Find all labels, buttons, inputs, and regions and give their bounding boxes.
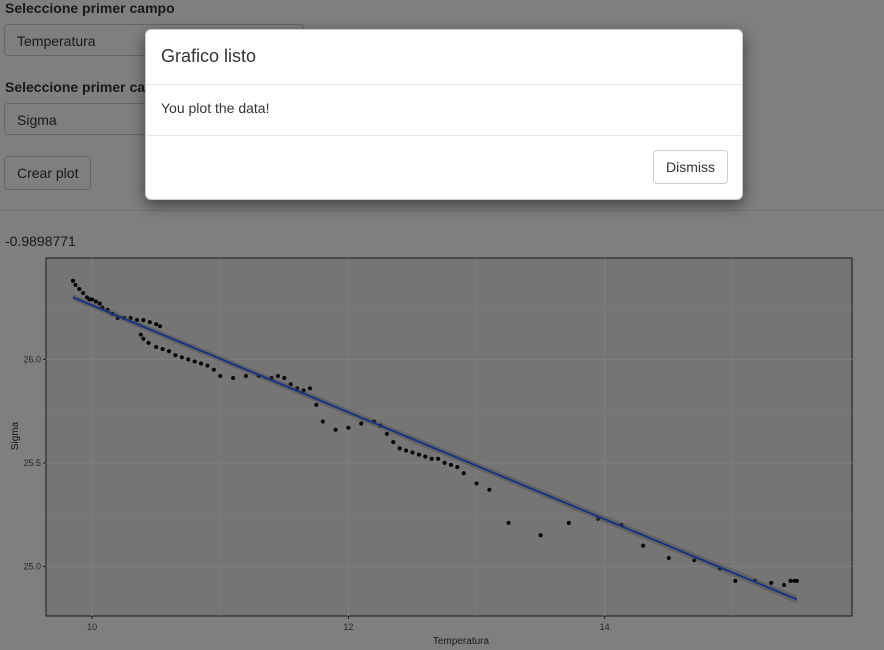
modal-header: Grafico listo xyxy=(146,30,742,85)
modal-dialog: Grafico listo You plot the data! Dismiss xyxy=(145,29,743,200)
modal-title: Grafico listo xyxy=(161,46,257,66)
modal-body: You plot the data! xyxy=(146,85,742,136)
modal-footer: Dismiss xyxy=(146,136,742,199)
dismiss-button[interactable]: Dismiss xyxy=(653,150,728,184)
